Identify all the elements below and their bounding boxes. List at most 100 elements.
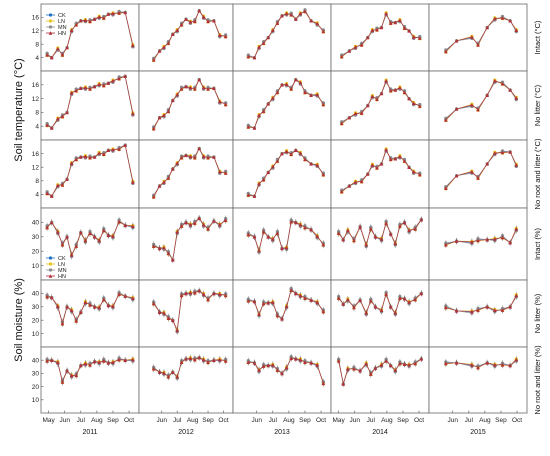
data-point-hn: [252, 194, 257, 198]
data-point-hn: [444, 49, 448, 54]
data-point-hn: [69, 308, 74, 312]
data-point-hn: [454, 239, 459, 243]
year-label: 2012: [178, 429, 194, 436]
data-point-hn: [379, 25, 384, 30]
data-point-hn: [261, 229, 266, 234]
panel-r5-c3: [232, 279, 332, 348]
data-point-hn: [407, 29, 411, 33]
legend-marker: [48, 19, 53, 23]
data-point-hn: [514, 96, 519, 100]
data-point-hn: [280, 151, 284, 156]
data-point-hn: [289, 288, 293, 292]
x-tick-label: Aug: [91, 417, 103, 424]
data-point-hn: [364, 242, 369, 247]
y-tick-label: 8: [35, 178, 39, 185]
data-point-hn: [271, 363, 275, 367]
data-point-hn: [493, 78, 497, 83]
data-point-hn: [117, 147, 121, 151]
data-point-hn: [485, 305, 489, 309]
data-point-hn: [175, 229, 179, 234]
data-point-hn: [92, 359, 97, 364]
data-point-hn: [379, 308, 384, 312]
data-point-hn: [123, 143, 128, 147]
data-point-hn: [280, 246, 284, 251]
data-point-hn: [217, 357, 222, 362]
data-point-hn: [166, 109, 171, 114]
data-point-hn: [60, 114, 65, 119]
data-point-hn: [298, 222, 303, 227]
data-point-hn: [79, 86, 83, 91]
data-point-hn: [92, 17, 97, 21]
data-point-hn: [280, 371, 284, 376]
x-tick-label: Aug: [187, 417, 199, 424]
data-point-hn: [252, 235, 257, 239]
data-point-hn: [284, 304, 289, 308]
panel-r3-c2: [138, 139, 234, 209]
data-point-hn: [352, 366, 356, 371]
data-point-hn: [476, 238, 480, 243]
series-line-hn: [153, 78, 226, 129]
data-point-hn: [111, 234, 115, 238]
data-point-hn: [92, 235, 97, 239]
data-point-hn: [364, 361, 369, 366]
data-point-hn: [257, 312, 261, 316]
data-point-hn: [69, 373, 74, 378]
data-point-hn: [184, 153, 188, 158]
data-point-hn: [179, 224, 184, 228]
data-point-hn: [388, 157, 393, 162]
data-point-hn: [217, 169, 222, 174]
data-point-hn: [275, 368, 280, 372]
x-tick-label: Oct: [316, 417, 326, 424]
data-point-hn: [444, 242, 448, 247]
y-tick-label: 12: [32, 96, 40, 103]
data-point-hn: [223, 359, 228, 363]
x-tick-label: Sep: [495, 417, 507, 424]
y-tick-label: 20: [32, 248, 40, 255]
y-tick-label: 20: [32, 384, 40, 391]
data-point-hn: [365, 35, 370, 40]
data-point-hn: [131, 111, 135, 116]
data-point-hn: [271, 237, 275, 241]
data-point-hn: [88, 155, 92, 160]
data-point-hn: [188, 154, 193, 159]
data-point-hn: [303, 225, 307, 230]
data-point-hn: [470, 169, 474, 174]
legend-label: MN: [58, 25, 67, 31]
panel-r1-c1: 4 8 12 16: [32, 3, 140, 72]
data-point-hn: [97, 305, 101, 310]
data-point-hn: [123, 358, 128, 362]
year-label: 2013: [274, 429, 290, 436]
data-point-hn: [212, 86, 216, 91]
series-line-hn: [153, 147, 226, 197]
data-point-hn: [101, 83, 106, 88]
data-point-hn: [508, 240, 512, 245]
data-point-hn: [151, 58, 156, 62]
data-point-hn: [321, 172, 326, 177]
data-point-hn: [79, 363, 83, 368]
legend-item-ck: CK: [46, 13, 66, 19]
data-point-hn: [56, 304, 60, 308]
data-point-hn: [45, 123, 49, 127]
legend-item-mn: MN: [46, 25, 67, 31]
data-point-hn: [49, 55, 54, 60]
data-point-hn: [131, 224, 135, 228]
data-point-hn: [508, 150, 512, 154]
x-tick-label: Aug: [479, 417, 491, 424]
data-point-hn: [293, 291, 298, 296]
data-point-hn: [111, 360, 115, 365]
legend-marker: [48, 31, 53, 35]
data-point-hn: [444, 118, 448, 122]
data-point-hn: [157, 246, 162, 251]
y-tick-label: 10: [32, 397, 40, 404]
data-point-hn: [470, 35, 474, 39]
data-point-hn: [111, 78, 115, 83]
data-point-hn: [375, 166, 379, 170]
legend-item-mn: MN: [46, 268, 67, 274]
data-point-hn: [369, 227, 373, 231]
data-point-hn: [45, 53, 49, 57]
legend-marker: [48, 262, 53, 266]
data-point-hn: [493, 151, 497, 155]
data-point-hn: [388, 88, 393, 93]
data-point-hn: [271, 300, 275, 304]
